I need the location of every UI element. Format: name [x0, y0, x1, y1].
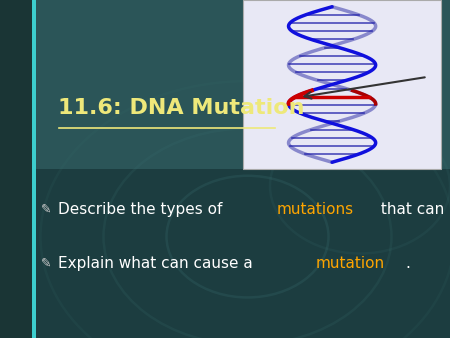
Text: mutation: mutation	[316, 256, 385, 271]
Text: Explain what can cause a: Explain what can cause a	[58, 256, 258, 271]
Text: ✎: ✎	[40, 203, 51, 216]
Text: .: .	[405, 256, 410, 271]
Text: 11.6: DNA Mutation: 11.6: DNA Mutation	[58, 98, 305, 118]
Text: that can affect genes.: that can affect genes.	[376, 202, 450, 217]
FancyBboxPatch shape	[0, 0, 34, 338]
Text: Describe the types of: Describe the types of	[58, 202, 228, 217]
FancyBboxPatch shape	[243, 0, 441, 169]
Text: mutations: mutations	[277, 202, 354, 217]
FancyBboxPatch shape	[32, 0, 36, 338]
FancyBboxPatch shape	[0, 169, 450, 338]
Text: ✎: ✎	[40, 257, 51, 270]
